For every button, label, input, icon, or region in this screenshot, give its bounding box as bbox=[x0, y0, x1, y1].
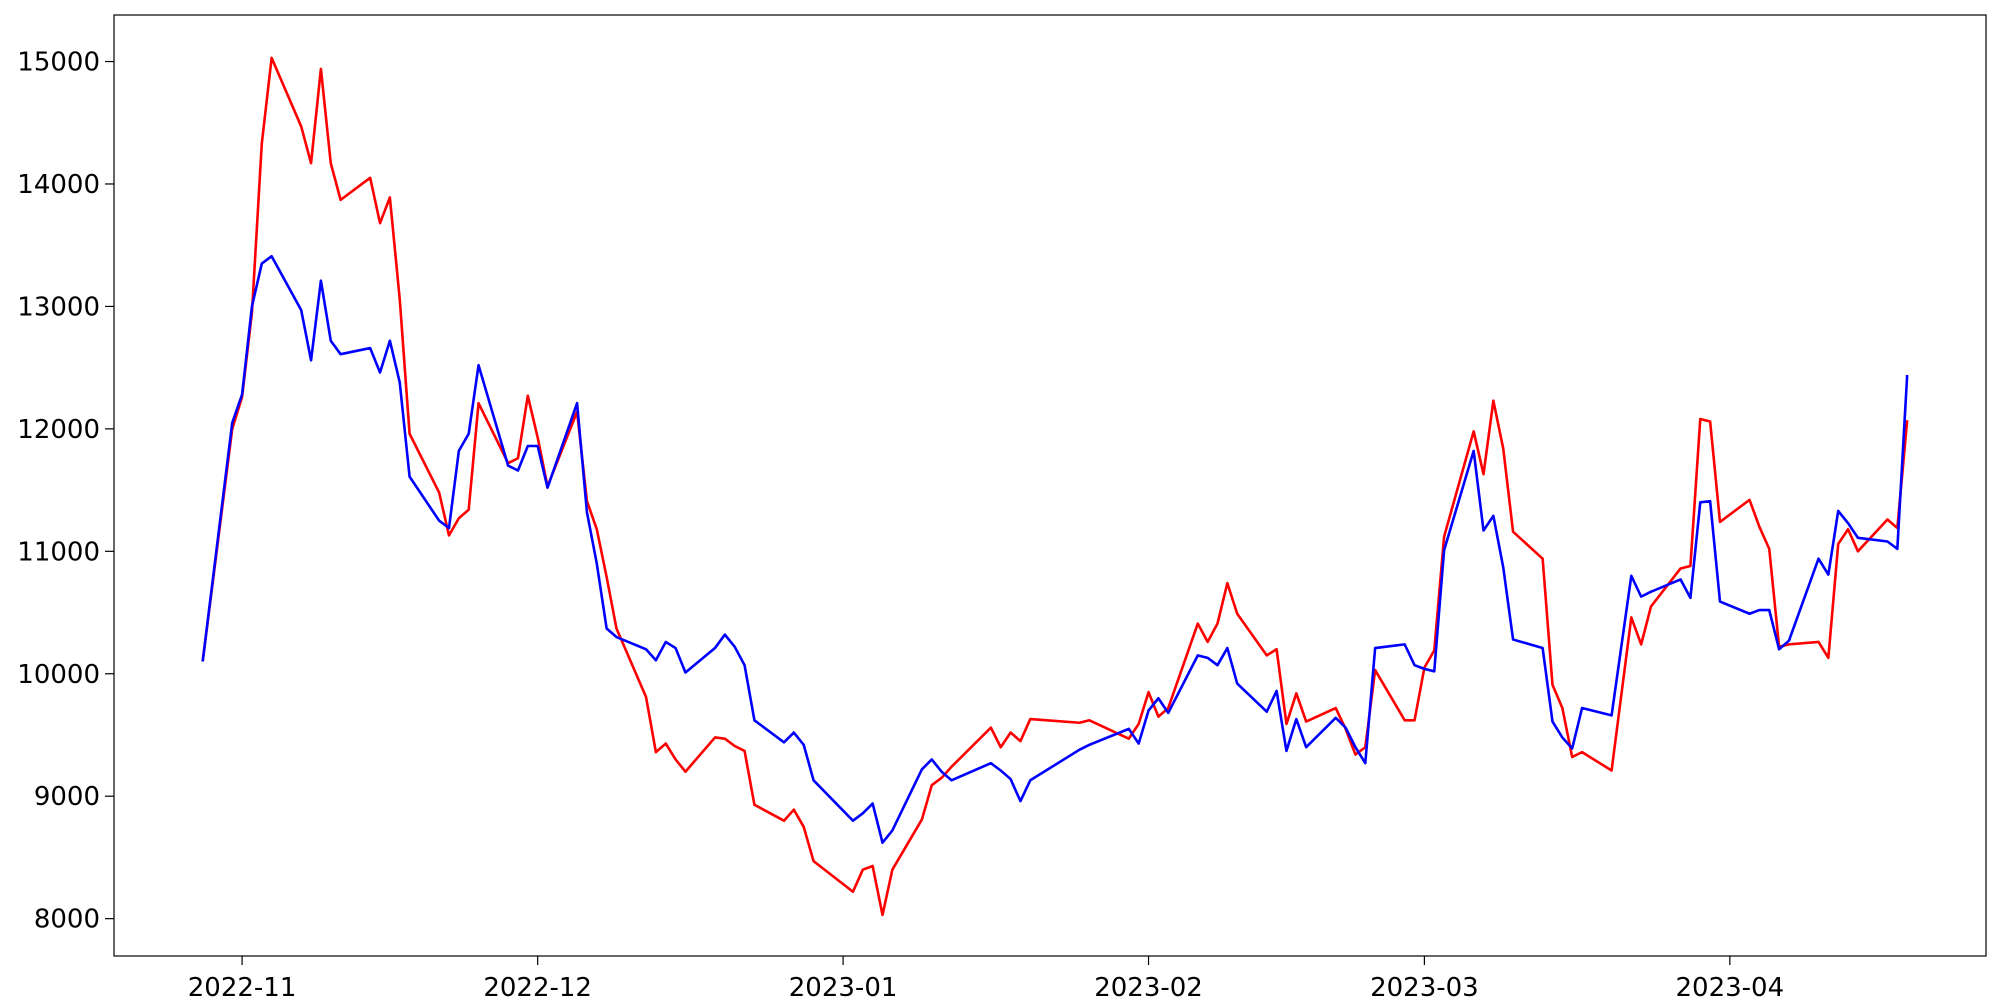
y-tick-label: 14000 bbox=[17, 170, 100, 200]
x-tick-label: 2023-01 bbox=[789, 973, 898, 1000]
y-tick-label: 11000 bbox=[17, 537, 100, 567]
x-tick-label: 2023-03 bbox=[1370, 973, 1479, 1000]
y-tick-label: 12000 bbox=[17, 415, 100, 445]
x-tick-label: 2023-02 bbox=[1094, 973, 1203, 1000]
x-tick-label: 2023-04 bbox=[1676, 973, 1785, 1000]
x-tick-label: 2022-12 bbox=[483, 973, 592, 1000]
series-line bbox=[201, 254, 1909, 845]
x-tick-label: 2022-11 bbox=[188, 973, 297, 1000]
y-tick-label: 13000 bbox=[17, 292, 100, 322]
y-tick-label: 9000 bbox=[34, 782, 100, 812]
y-tick-label: 15000 bbox=[17, 48, 100, 78]
series-line bbox=[201, 56, 1909, 917]
y-tick-label: 8000 bbox=[34, 905, 100, 935]
y-tick-label: 10000 bbox=[17, 660, 100, 690]
plot-frame bbox=[113, 14, 1987, 957]
